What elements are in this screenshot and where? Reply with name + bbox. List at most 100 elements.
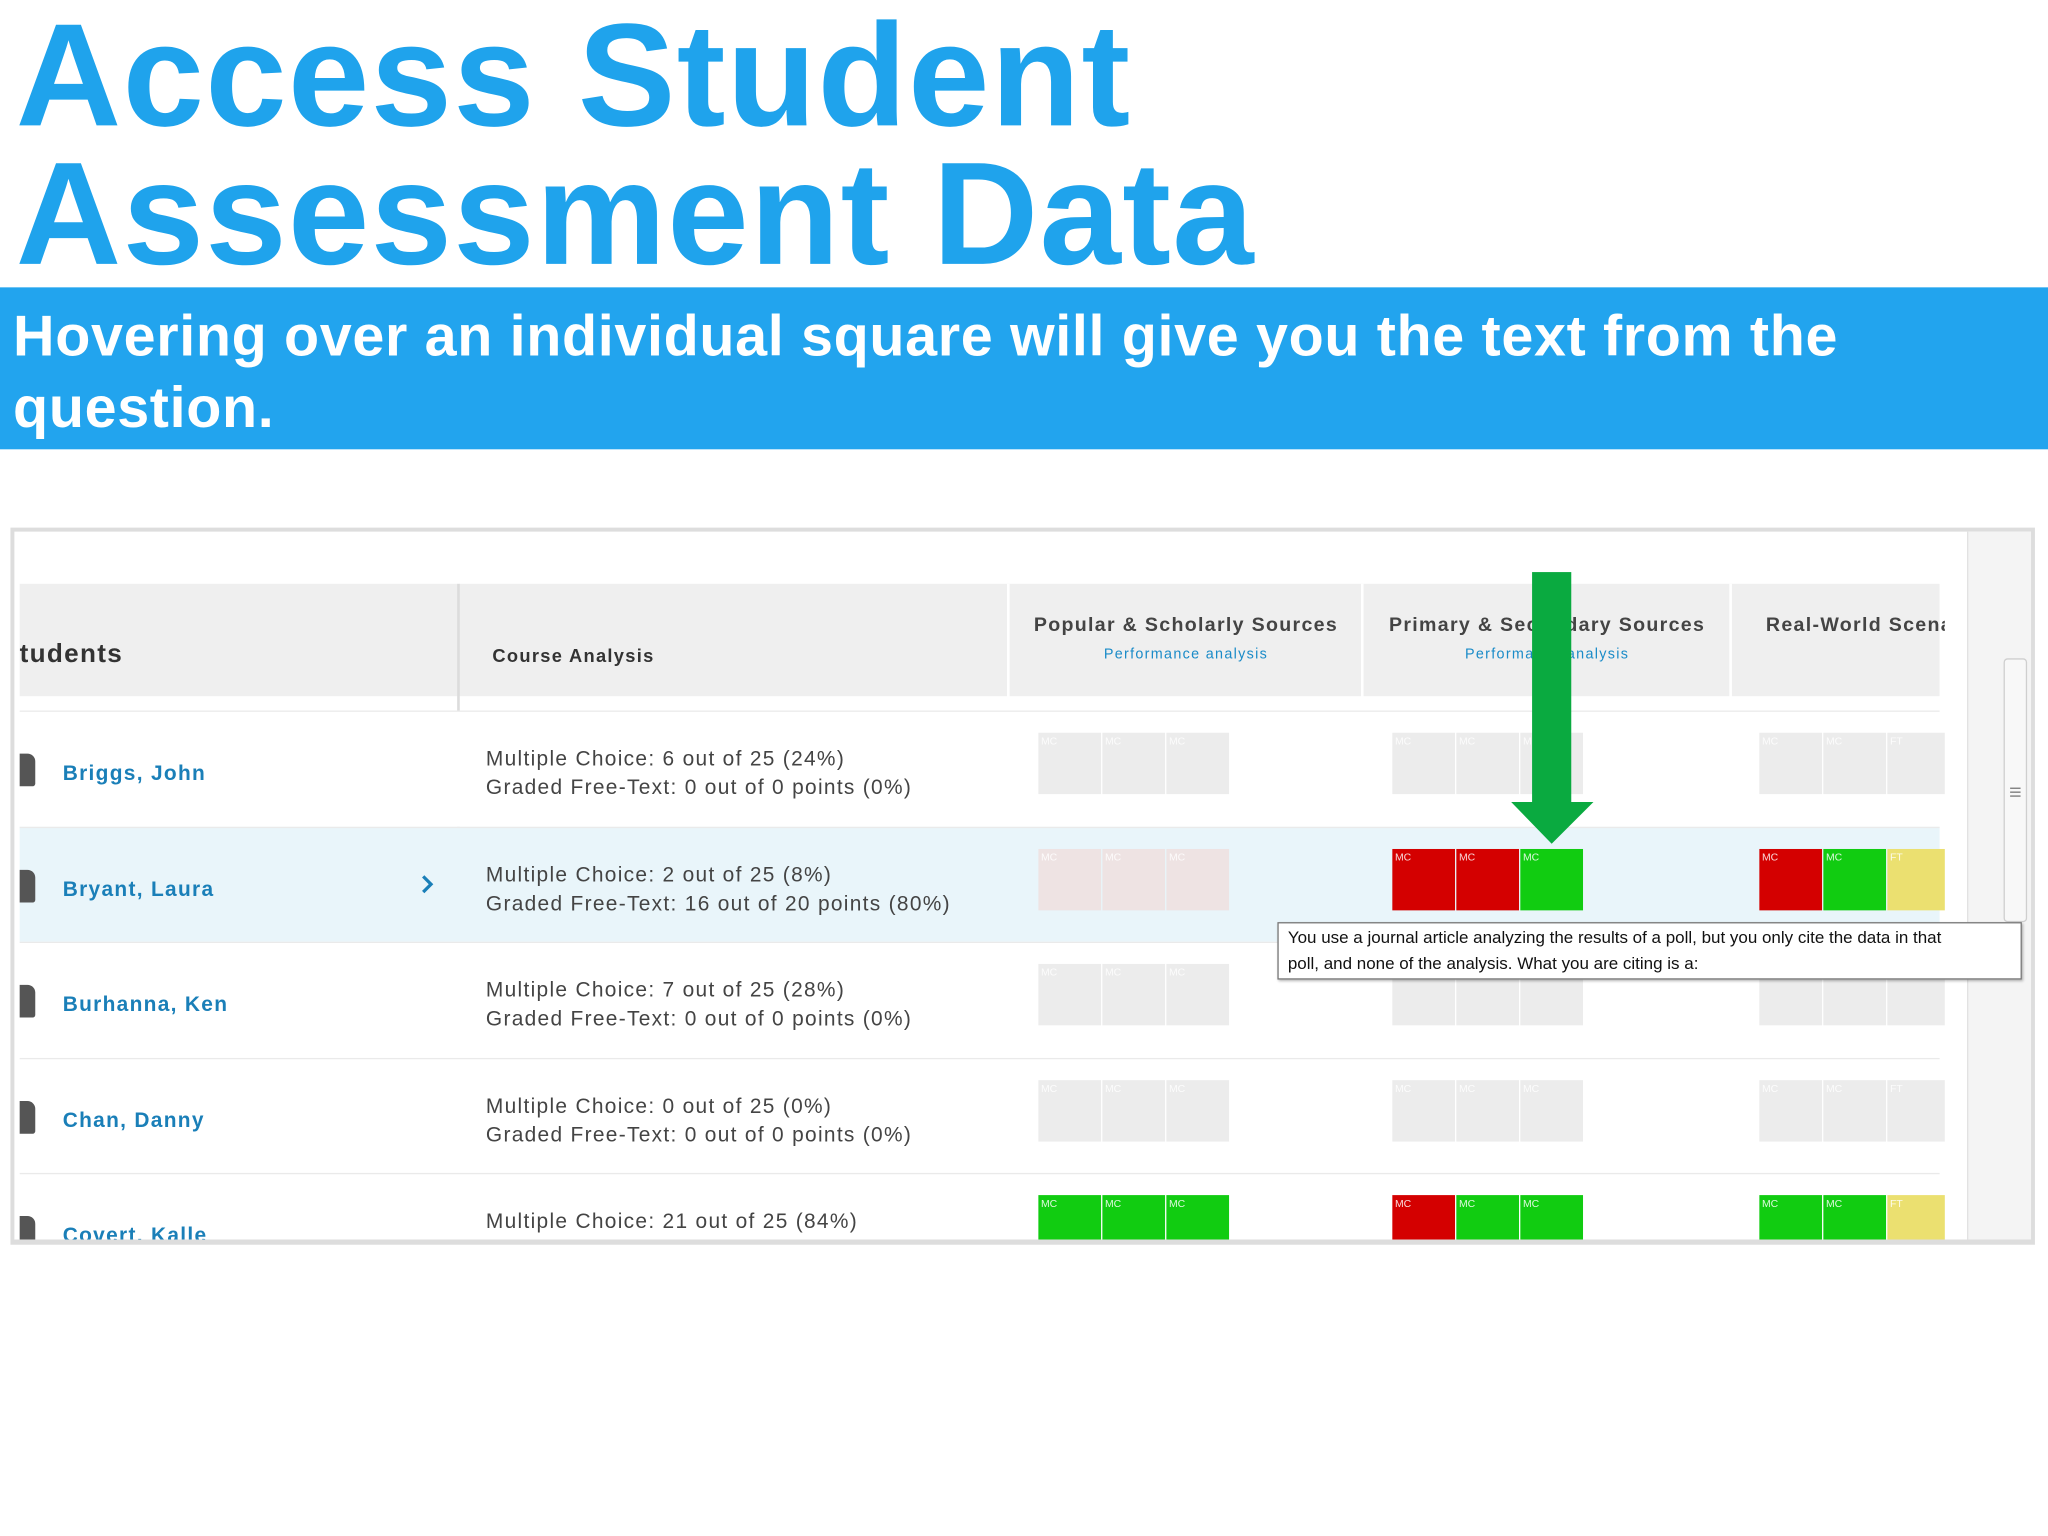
scrollbar-thumb[interactable] bbox=[2003, 658, 2028, 923]
header-row bbox=[19, 583, 1940, 697]
question-square[interactable]: FT bbox=[1887, 1195, 1945, 1240]
square-label: MC bbox=[1168, 966, 1186, 979]
chevron-line bbox=[422, 875, 434, 894]
section-header: Real-World Scena bbox=[1765, 613, 1945, 637]
tooltip-line: You use a journal article analyzing the … bbox=[1287, 927, 1942, 947]
question-square[interactable]: MC bbox=[1392, 848, 1456, 911]
grip bbox=[2010, 787, 2021, 789]
square-label: MC bbox=[1168, 1197, 1186, 1210]
square-label: FT bbox=[1889, 851, 1903, 864]
header-students: tudents bbox=[19, 639, 124, 669]
row bbox=[19, 1057, 1940, 1175]
square-label: MC bbox=[1104, 851, 1122, 864]
question-square[interactable]: FT bbox=[1887, 1080, 1945, 1142]
arrow-shaft bbox=[1532, 572, 1572, 808]
expand-chevron[interactable] bbox=[421, 874, 437, 895]
question-square[interactable]: MC bbox=[1456, 1080, 1520, 1142]
square-label: MC bbox=[1522, 735, 1540, 748]
question-square[interactable]: MC bbox=[1166, 1195, 1230, 1240]
student-name[interactable]: Chan, Danny bbox=[62, 1110, 205, 1133]
question-square[interactable]: MC bbox=[1166, 732, 1230, 795]
square-label: MC bbox=[1761, 851, 1779, 864]
square-label: FT bbox=[1889, 1082, 1903, 1095]
question-square[interactable]: MC bbox=[1823, 732, 1887, 795]
student-icon bbox=[19, 1101, 36, 1134]
question-square[interactable]: MC bbox=[1759, 732, 1823, 795]
question-square[interactable]: MC bbox=[1038, 732, 1102, 795]
square-label: MC bbox=[1458, 851, 1476, 864]
analysis-line: Graded Free-Text: 0 out of 0 points (0%) bbox=[485, 1124, 913, 1147]
square-label: MC bbox=[1522, 1197, 1540, 1210]
question-square[interactable]: MC bbox=[1823, 848, 1887, 911]
subtitle-line: question. bbox=[13, 376, 275, 441]
question-square[interactable]: MC bbox=[1759, 848, 1823, 911]
square-label: MC bbox=[1040, 966, 1058, 979]
question-square[interactable]: MC bbox=[1456, 732, 1520, 795]
student-name[interactable]: Burhanna, Ken bbox=[62, 993, 229, 1017]
performance-link[interactable]: Performance analysis bbox=[1103, 646, 1269, 663]
question-square[interactable]: FT bbox=[1887, 848, 1945, 911]
analysis-line: Multiple Choice: 2 out of 25 (8%) bbox=[485, 864, 833, 887]
question-square[interactable]: MC bbox=[1392, 1080, 1456, 1142]
square-label: MC bbox=[1394, 1082, 1412, 1095]
student-icon bbox=[19, 1215, 36, 1240]
question-square[interactable]: MC bbox=[1520, 1080, 1584, 1142]
square-label: MC bbox=[1104, 1197, 1122, 1210]
square-label: MC bbox=[1825, 1197, 1843, 1210]
question-square[interactable]: MC bbox=[1038, 1080, 1102, 1142]
square-label: MC bbox=[1040, 735, 1058, 748]
analysis-line: Graded Free-Text: 16 out of 20 points (8… bbox=[485, 893, 951, 916]
square-label: MC bbox=[1040, 1082, 1058, 1095]
question-square[interactable]: MC bbox=[1392, 1195, 1456, 1240]
square-label: MC bbox=[1104, 966, 1122, 979]
question-square[interactable]: MC bbox=[1823, 1080, 1887, 1142]
question-square[interactable]: MC bbox=[1102, 963, 1166, 1026]
student-name[interactable]: Covert, Kalle bbox=[62, 1225, 208, 1245]
square-label: MC bbox=[1522, 1082, 1540, 1095]
square-label: MC bbox=[1761, 1082, 1779, 1095]
analysis-line: Multiple Choice: 7 out of 25 (28%) bbox=[485, 979, 846, 1002]
student-name[interactable]: Briggs, John bbox=[62, 762, 207, 785]
student-name[interactable]: Bryant, Laura bbox=[62, 879, 215, 902]
question-square[interactable]: MC bbox=[1038, 963, 1102, 1026]
question-square[interactable]: MC bbox=[1520, 1195, 1584, 1240]
square-label: FT bbox=[1889, 735, 1903, 748]
analysis-line: Graded Free-Text: 0 out of 0 points (0%) bbox=[485, 1008, 913, 1031]
question-square[interactable]: MC bbox=[1520, 848, 1584, 911]
question-square[interactable]: MC bbox=[1166, 963, 1230, 1026]
square-label: MC bbox=[1394, 735, 1412, 748]
square-label: MC bbox=[1040, 851, 1058, 864]
header-course: Course Analysis bbox=[492, 645, 655, 667]
question-square[interactable]: MC bbox=[1102, 1080, 1166, 1142]
square-label: MC bbox=[1168, 851, 1186, 864]
square-label: MC bbox=[1104, 735, 1122, 748]
question-square[interactable]: MC bbox=[1456, 848, 1520, 911]
title-line: Assessment Data bbox=[15, 131, 1255, 296]
question-square[interactable]: MC bbox=[1038, 1195, 1102, 1240]
subtitle-band: Hovering over an individual square will … bbox=[0, 287, 2048, 450]
question-square[interactable]: MC bbox=[1823, 1195, 1887, 1240]
question-square[interactable]: MC bbox=[1759, 1195, 1823, 1240]
question-square[interactable]: MC bbox=[1456, 1195, 1520, 1240]
question-square[interactable]: MC bbox=[1759, 1080, 1823, 1142]
square-label: MC bbox=[1825, 1082, 1843, 1095]
title-line: Access Student bbox=[15, 0, 1132, 157]
student-icon bbox=[19, 869, 36, 903]
analysis-line: Multiple Choice: 21 out of 25 (84%) bbox=[485, 1210, 859, 1233]
question-square[interactable]: MC bbox=[1038, 848, 1102, 911]
tooltip: You use a journal article analyzing the … bbox=[1277, 922, 2022, 980]
square-label: MC bbox=[1394, 851, 1412, 864]
question-square[interactable]: MC bbox=[1102, 1195, 1166, 1240]
question-square[interactable]: MC bbox=[1392, 732, 1456, 795]
question-square[interactable]: MC bbox=[1102, 732, 1166, 795]
question-square[interactable]: MC bbox=[1102, 848, 1166, 911]
square-label: MC bbox=[1761, 1197, 1779, 1210]
subtitle-line: Hovering over an individual square will … bbox=[13, 304, 1839, 369]
square-label: MC bbox=[1168, 1082, 1186, 1095]
question-square[interactable]: MC bbox=[1166, 1080, 1230, 1142]
square-label: MC bbox=[1104, 1082, 1122, 1095]
square-label: MC bbox=[1040, 1197, 1058, 1210]
question-square[interactable]: FT bbox=[1887, 732, 1945, 795]
question-square[interactable]: MC bbox=[1166, 848, 1230, 911]
